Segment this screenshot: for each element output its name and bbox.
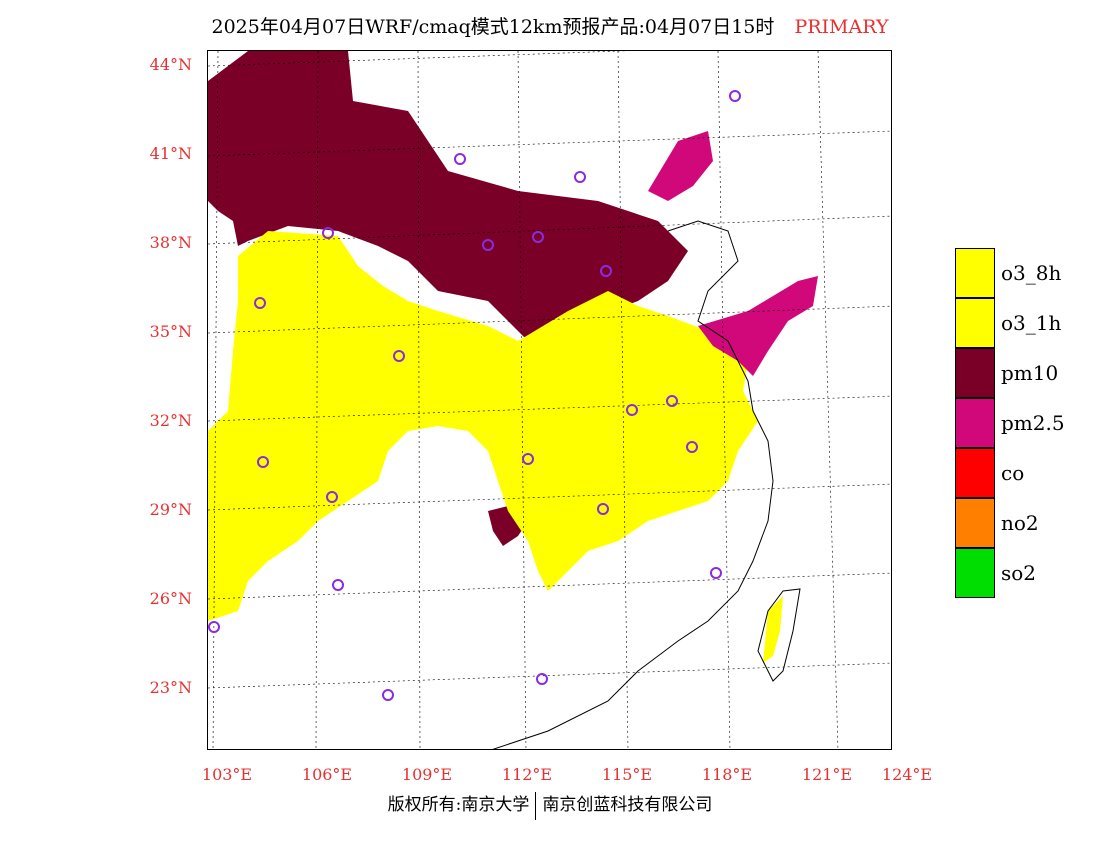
map-frame[interactable] [207, 50, 892, 750]
station-marker [666, 395, 678, 407]
lat-label: 44°N [149, 55, 192, 74]
lon-label: 106°E [301, 765, 353, 784]
o3-zone-taiwan [763, 596, 783, 663]
footer-right: 南京创蓝科技有限公司 [542, 795, 713, 815]
legend-label: o3_8h [1001, 261, 1062, 285]
title-main: 2025年04月07日WRF/cmaq模式12km预报产品:04月07日15时 [211, 16, 775, 38]
lat-label: 35°N [149, 322, 192, 341]
legend-label: o3_1h [1001, 311, 1062, 335]
legend-item: o3_1h [955, 297, 1065, 348]
legend: o3_8h o3_1h pm10 pm2.5 co no2 so2 [955, 247, 1065, 598]
footer-left: 版权所有:南京大学 [387, 795, 530, 815]
lat-label: 26°N [149, 589, 192, 608]
legend-swatch [955, 447, 995, 498]
pm25-zone-north [648, 131, 713, 201]
station-marker [532, 231, 544, 243]
lon-label: 115°E [601, 765, 653, 784]
legend-item: co [955, 447, 1065, 498]
station-marker [393, 350, 405, 362]
station-marker [482, 239, 494, 251]
station-marker [686, 441, 698, 453]
legend-label: pm2.5 [1001, 411, 1065, 435]
map-title: 2025年04月07日WRF/cmaq模式12km预报产品:04月07日15时 … [0, 12, 1100, 39]
station-marker [729, 90, 741, 102]
legend-swatch [955, 297, 995, 348]
station-marker [332, 579, 344, 591]
legend-swatch [955, 347, 995, 398]
legend-label: pm10 [1001, 361, 1059, 385]
station-marker [257, 456, 269, 468]
station-marker [626, 404, 638, 416]
legend-item: pm2.5 [955, 397, 1065, 448]
lat-label: 38°N [149, 233, 192, 252]
lon-label: 121°E [801, 765, 853, 784]
taiwan-outline [757, 588, 801, 682]
coastline [492, 220, 774, 749]
station-markers [208, 90, 741, 701]
station-marker [254, 297, 266, 309]
station-marker [536, 673, 548, 685]
station-marker [322, 227, 334, 239]
legend-swatch [955, 547, 995, 598]
lon-label: 103°E [201, 765, 253, 784]
pm25-zone-east [698, 276, 818, 376]
legend-item: pm10 [955, 347, 1065, 398]
station-marker [600, 265, 612, 277]
map-canvas [208, 51, 891, 749]
station-marker [574, 171, 586, 183]
station-marker [208, 621, 220, 633]
station-marker [382, 689, 394, 701]
footer-separator [535, 791, 537, 820]
station-marker [326, 491, 338, 503]
legend-swatch [955, 247, 995, 298]
lat-label: 41°N [149, 144, 192, 163]
legend-item: so2 [955, 547, 1065, 598]
station-marker [454, 153, 466, 165]
station-marker [597, 503, 609, 515]
lat-label: 32°N [149, 411, 192, 430]
legend-label: co [1001, 461, 1025, 485]
legend-item: o3_8h [955, 247, 1065, 298]
lon-label: 109°E [401, 765, 453, 784]
legend-label: no2 [1001, 511, 1039, 535]
station-marker [522, 453, 534, 465]
footer: 版权所有:南京大学 南京创蓝科技有限公司 [0, 790, 1100, 820]
o3-zone [208, 231, 758, 621]
legend-swatch [955, 497, 995, 548]
lon-label: 118°E [701, 765, 753, 784]
lat-label: 23°N [149, 678, 192, 697]
pm10-zone-north [208, 51, 688, 341]
lat-label: 29°N [149, 500, 192, 519]
legend-item: no2 [955, 497, 1065, 548]
lon-label: 112°E [501, 765, 553, 784]
station-marker [710, 567, 722, 579]
title-tag: PRIMARY [794, 16, 889, 38]
lon-label: 124°E [881, 765, 933, 784]
legend-label: so2 [1001, 561, 1037, 585]
legend-swatch [955, 397, 995, 448]
graticule-lon [212, 51, 839, 749]
